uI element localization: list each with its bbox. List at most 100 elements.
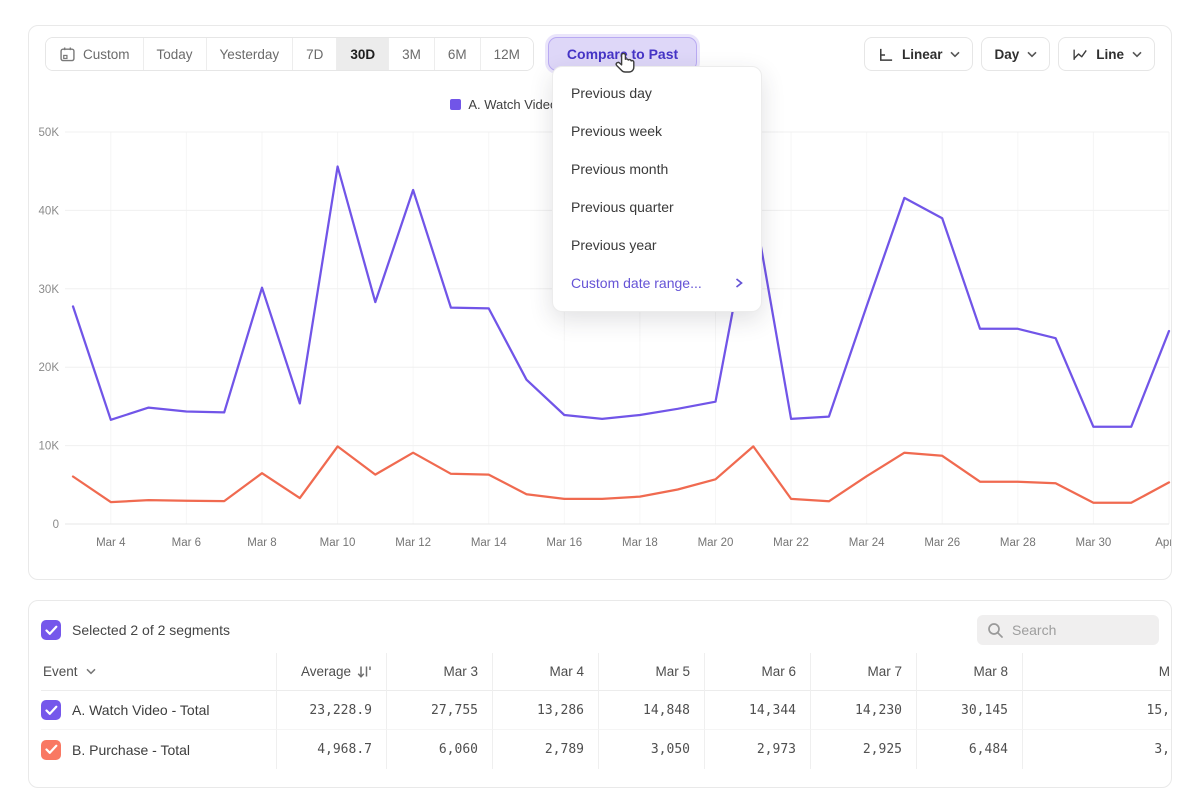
menu-item-custom-date-range[interactable]: Custom date range... [553, 264, 761, 302]
row-value-clipped: 3, [1022, 730, 1172, 769]
row-value: 2,973 [704, 730, 810, 769]
svg-text:Mar 20: Mar 20 [698, 537, 734, 549]
svg-text:40K: 40K [39, 205, 60, 217]
svg-text:Mar 10: Mar 10 [320, 537, 356, 549]
row-checkbox[interactable] [41, 740, 61, 760]
column-header-event: Event [41, 653, 276, 691]
svg-text:Mar 30: Mar 30 [1076, 537, 1112, 549]
scale-label: Linear [902, 47, 943, 62]
row-value: 30,145 [916, 691, 1022, 730]
sort-descending-icon [357, 665, 372, 679]
row-label: B. Purchase - Total [72, 742, 190, 758]
table-row-watch-video: A. Watch Video - Total [41, 691, 276, 730]
scale-select[interactable]: Linear [864, 37, 974, 71]
row-value: 3,050 [598, 730, 704, 769]
svg-text:20K: 20K [39, 362, 60, 374]
column-header-date: Mar 8 [916, 653, 1022, 691]
date-range-today[interactable]: Today [143, 38, 206, 70]
date-range-control: Custom Today Yesterday 7D 30D 3M 6M 12M [45, 37, 534, 71]
menu-item-previous-month[interactable]: Previous month [553, 150, 761, 188]
column-header-date: Mar 5 [598, 653, 704, 691]
svg-text:Mar 6: Mar 6 [172, 537, 201, 549]
chevron-down-icon [950, 51, 960, 58]
date-range-30d[interactable]: 30D [336, 38, 388, 70]
column-header-date: Mar 4 [492, 653, 598, 691]
column-header-date: Mar 6 [704, 653, 810, 691]
menu-item-previous-day[interactable]: Previous day [553, 74, 761, 112]
column-header-date: Mar 7 [810, 653, 916, 691]
analytics-dashboard: Custom Today Yesterday 7D 30D 3M 6M 12M … [0, 0, 1200, 802]
chart-type-select[interactable]: Line [1058, 37, 1155, 71]
row-average: 23,228.9 [276, 691, 386, 730]
chart-type-label: Line [1096, 47, 1124, 62]
search-box[interactable] [977, 615, 1159, 645]
row-average: 4,968.7 [276, 730, 386, 769]
row-value: 14,344 [704, 691, 810, 730]
date-range-label: Custom [83, 47, 130, 62]
average-sort-button[interactable]: Average [301, 664, 372, 679]
svg-text:Mar 4: Mar 4 [96, 537, 126, 549]
check-icon [45, 744, 58, 755]
svg-text:Mar 8: Mar 8 [247, 537, 276, 549]
svg-text:Mar 18: Mar 18 [622, 537, 658, 549]
check-icon [45, 705, 58, 716]
date-range-yesterday[interactable]: Yesterday [206, 38, 293, 70]
svg-text:Mar 26: Mar 26 [924, 537, 960, 549]
row-value: 2,789 [492, 730, 598, 769]
svg-text:10K: 10K [39, 441, 60, 453]
chevron-down-icon [1132, 51, 1142, 58]
svg-text:Mar 28: Mar 28 [1000, 537, 1036, 549]
svg-text:Mar 12: Mar 12 [395, 537, 431, 549]
svg-text:Mar 24: Mar 24 [849, 537, 885, 549]
column-header-date-clipped: M [1022, 653, 1172, 691]
interval-select[interactable]: Day [981, 37, 1050, 71]
search-icon [987, 622, 1004, 639]
column-header-date: Mar 3 [386, 653, 492, 691]
svg-text:Apr 1: Apr 1 [1155, 537, 1172, 549]
date-range-12m[interactable]: 12M [480, 38, 533, 70]
date-range-6m[interactable]: 6M [434, 38, 480, 70]
row-value: 14,230 [810, 691, 916, 730]
legend-swatch [450, 99, 461, 110]
row-value: 13,286 [492, 691, 598, 730]
svg-text:Mar 14: Mar 14 [471, 537, 507, 549]
menu-item-previous-quarter[interactable]: Previous quarter [553, 188, 761, 226]
calendar-icon [59, 46, 76, 63]
axis-scale-icon [877, 46, 894, 63]
menu-item-previous-year[interactable]: Previous year [553, 226, 761, 264]
search-input[interactable] [1012, 622, 1142, 638]
compare-to-past-menu: Previous day Previous week Previous mont… [552, 66, 762, 312]
row-value-clipped: 15, [1022, 691, 1172, 730]
date-range-custom[interactable]: Custom [46, 38, 143, 70]
segments-table: Event Average Mar 3 Mar 4 Mar 5 Mar 6 Ma… [41, 653, 1171, 769]
row-checkbox[interactable] [41, 700, 61, 720]
row-value: 6,060 [386, 730, 492, 769]
chevron-down-icon [1027, 51, 1037, 58]
table-row-purchase: B. Purchase - Total [41, 730, 276, 769]
chart-display-controls: Linear Day Line [864, 37, 1155, 71]
select-all-checkbox[interactable] [41, 620, 61, 640]
date-range-3m[interactable]: 3M [388, 38, 434, 70]
row-label: A. Watch Video - Total [72, 702, 209, 718]
svg-text:Mar 22: Mar 22 [773, 537, 809, 549]
line-chart-icon [1071, 46, 1088, 63]
segments-topbar: Selected 2 of 2 segments [29, 601, 1171, 653]
segments-table-card: Selected 2 of 2 segments Event Average [28, 600, 1172, 788]
menu-item-previous-week[interactable]: Previous week [553, 112, 761, 150]
row-value: 14,848 [598, 691, 704, 730]
svg-text:0: 0 [53, 519, 59, 531]
svg-text:30K: 30K [39, 284, 60, 296]
check-icon [45, 625, 58, 636]
row-value: 2,925 [810, 730, 916, 769]
row-value: 27,755 [386, 691, 492, 730]
svg-text:Mar 16: Mar 16 [546, 537, 582, 549]
column-header-average: Average [276, 653, 386, 691]
chevron-right-icon [735, 278, 743, 288]
date-range-7d[interactable]: 7D [292, 38, 336, 70]
svg-text:50K: 50K [39, 127, 60, 139]
selected-count-text: Selected 2 of 2 segments [72, 622, 230, 638]
chevron-down-icon [86, 668, 96, 675]
interval-label: Day [994, 47, 1019, 62]
row-value: 6,484 [916, 730, 1022, 769]
event-header-dropdown[interactable]: Event [41, 664, 96, 679]
